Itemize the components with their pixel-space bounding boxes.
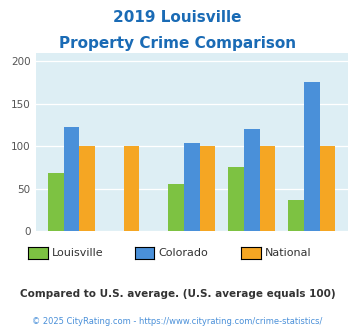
Bar [64,127,80,231]
Text: © 2025 CityRating.com - https://www.cityrating.com/crime-statistics/: © 2025 CityRating.com - https://www.city… [32,317,323,326]
Bar [124,146,140,231]
Bar [320,146,335,231]
Bar [288,200,304,231]
Text: Property Crime Comparison: Property Crime Comparison [59,36,296,51]
Bar [304,82,320,231]
Text: Louisville: Louisville [51,248,103,258]
Bar [80,146,95,231]
Text: 2019 Louisville: 2019 Louisville [113,10,242,25]
Bar [244,129,260,231]
Text: National: National [264,248,311,258]
Text: Colorado: Colorado [158,248,208,258]
Bar [260,146,275,231]
Bar [184,143,200,231]
Bar [48,173,64,231]
Bar [228,167,244,231]
Text: Compared to U.S. average. (U.S. average equals 100): Compared to U.S. average. (U.S. average … [20,289,335,299]
Bar [168,184,184,231]
Bar [200,146,215,231]
